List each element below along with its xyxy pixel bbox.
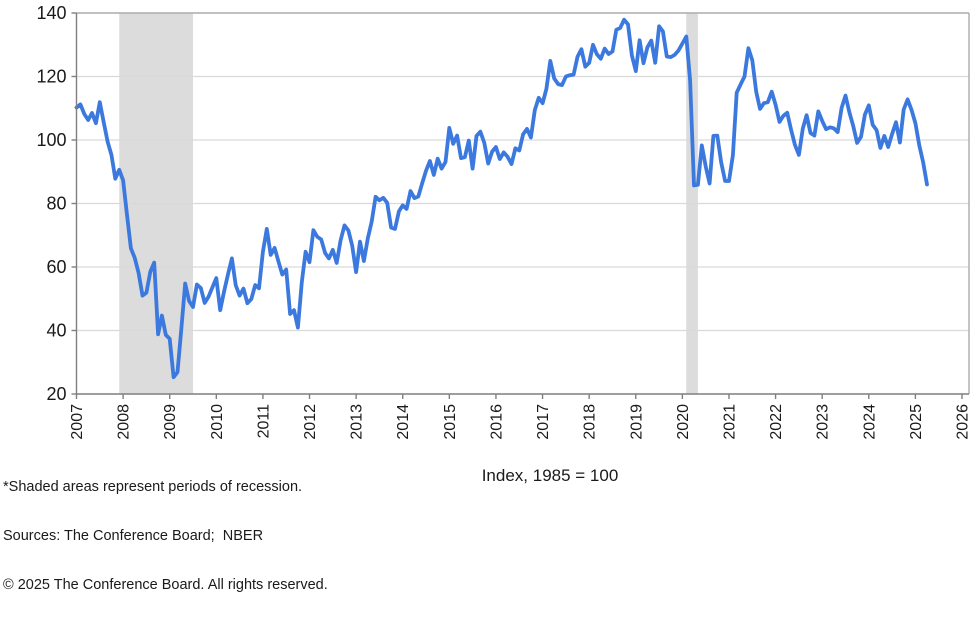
x-axis-tick-label: 2018 <box>582 404 599 440</box>
footnote-copyright: © 2025 The Conference Board. All rights … <box>3 577 328 594</box>
x-axis-tick-label: 2008 <box>116 404 133 440</box>
x-axis-tick-label: 2013 <box>349 404 366 440</box>
x-axis-tick-label: 2019 <box>628 404 645 440</box>
x-axis-tick-label: 2017 <box>535 404 552 440</box>
x-axis-tick-label: 2014 <box>395 404 412 440</box>
chart-footnotes: *Shaded areas represent periods of reces… <box>3 446 328 626</box>
y-axis-tick-label: 20 <box>46 384 66 404</box>
y-axis-tick-label: 120 <box>36 67 66 87</box>
y-axis-tick-label: 140 <box>36 3 66 23</box>
y-axis-tick-label: 80 <box>46 194 66 214</box>
y-axis-tick-label: 40 <box>46 321 66 341</box>
index-base-label: Index, 1985 = 100 <box>481 466 619 485</box>
footnote-sources: Sources: The Conference Board; NBER <box>3 528 264 545</box>
x-axis-tick-label: 2026 <box>955 404 972 440</box>
chart-figure: 20 40 60 80 100 120 140 2007 2008 2009 2010 2011 201… <box>3 3 972 594</box>
y-axis-tick-label: 60 <box>46 257 66 277</box>
confidence-index-line <box>74 17 929 380</box>
footnote-recession-note: *Shaded areas represent periods of reces… <box>3 478 303 495</box>
x-axis-tick-label: 2011 <box>255 404 272 439</box>
x-axis-tick-label: 2007 <box>69 404 86 440</box>
x-axis-tick-label: 2015 <box>442 404 459 440</box>
x-axis-tick-label: 2016 <box>488 404 505 440</box>
x-axis-tick-label: 2021 <box>721 404 738 440</box>
x-axis-tick-label: 2009 <box>162 404 179 440</box>
x-axis-tick-label: 2023 <box>815 404 832 440</box>
x-axis-tick-label: 2020 <box>675 404 692 440</box>
x-axis-tick-label: 2022 <box>768 404 785 440</box>
x-axis-tick-label: 2010 <box>209 404 226 440</box>
x-axis-tick-label: 2012 <box>302 404 319 440</box>
consumer-confidence-line-chart: 20 40 60 80 100 120 140 2007 2008 2009 2010 2011 201… <box>36 3 972 440</box>
x-axis-tick-label: 2025 <box>908 404 925 440</box>
y-axis-tick-label: 100 <box>36 130 66 150</box>
x-axis-tick-label: 2024 <box>861 404 878 440</box>
